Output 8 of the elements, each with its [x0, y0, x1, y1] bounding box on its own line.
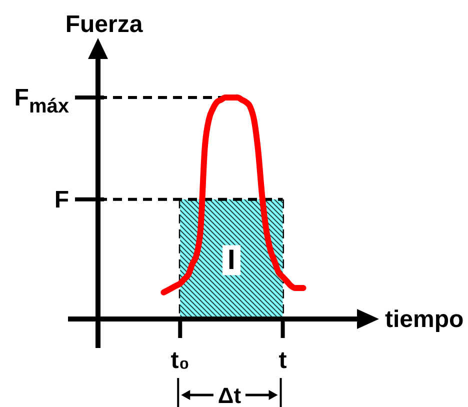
text: Δt: [218, 383, 242, 407]
ref-line-label: F: [54, 186, 69, 214]
ref-line-label: F$_{máx}$: [14, 84, 69, 118]
x-tick-label: t₀: [170, 347, 190, 374]
x-axis-title: tiempo: [385, 306, 464, 333]
y-axis-title: Fuerza: [65, 11, 144, 38]
annotation: I: [228, 244, 236, 276]
x-tick-label: t: [278, 347, 287, 374]
